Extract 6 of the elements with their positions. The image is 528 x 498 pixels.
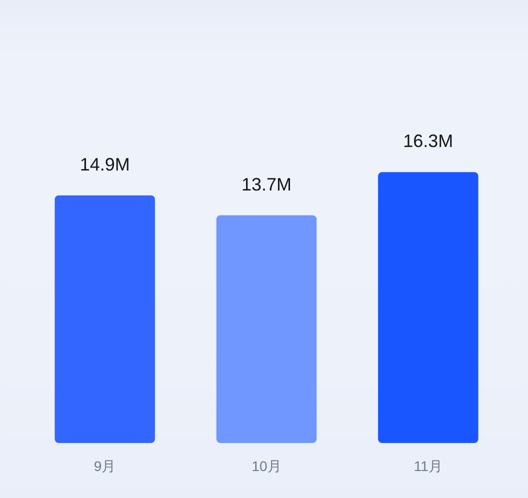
x-tick-label: 9月: [94, 458, 116, 474]
data-label: 13.7M: [241, 174, 292, 194]
data-label: 14.9M: [80, 154, 130, 174]
x-tick-label: 10月: [252, 458, 282, 474]
x-tick-label: 11月: [414, 458, 442, 474]
data-label: 16.3M: [403, 131, 454, 152]
